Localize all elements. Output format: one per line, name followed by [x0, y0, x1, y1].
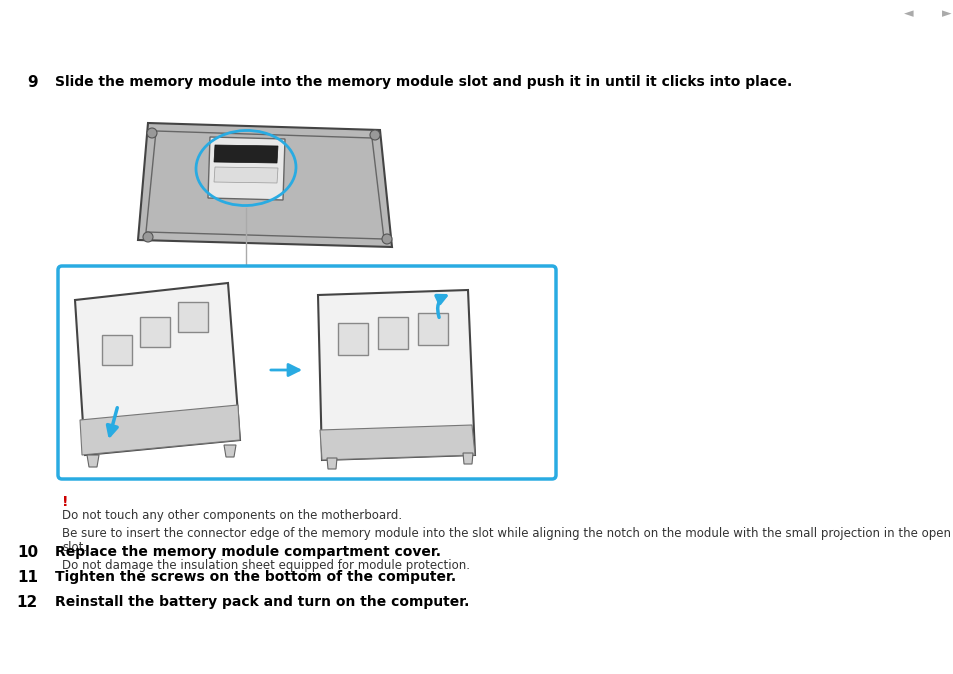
Polygon shape — [317, 290, 475, 460]
Polygon shape — [213, 145, 277, 163]
Polygon shape — [178, 302, 208, 332]
Text: !: ! — [62, 495, 69, 509]
FancyBboxPatch shape — [58, 266, 556, 479]
Text: Do not touch any other components on the motherboard.: Do not touch any other components on the… — [62, 509, 402, 522]
Polygon shape — [208, 137, 285, 200]
Polygon shape — [462, 453, 473, 464]
Text: Replace the memory module compartment cover.: Replace the memory module compartment co… — [55, 545, 440, 559]
Polygon shape — [377, 317, 408, 349]
Text: Do not damage the insulation sheet equipped for module protection.: Do not damage the insulation sheet equip… — [62, 559, 470, 572]
Text: 11: 11 — [17, 570, 38, 585]
Text: Tighten the screws on the bottom of the computer.: Tighten the screws on the bottom of the … — [55, 570, 456, 584]
Polygon shape — [327, 458, 336, 469]
Text: Upgrading Your VAIO Computer: Upgrading Your VAIO Computer — [703, 38, 938, 51]
Text: ⱺΑΙΟ: ⱺΑΙΟ — [18, 13, 100, 42]
Text: Be sure to insert the connector edge of the memory module into the slot while al: Be sure to insert the connector edge of … — [62, 527, 950, 540]
Text: 143: 143 — [915, 7, 943, 21]
Polygon shape — [319, 425, 475, 460]
Text: 9: 9 — [28, 75, 38, 90]
Circle shape — [370, 130, 379, 140]
Text: 12: 12 — [17, 595, 38, 610]
Text: VAIO: VAIO — [15, 15, 90, 42]
Polygon shape — [87, 455, 99, 467]
Circle shape — [381, 234, 392, 244]
Text: Slide the memory module into the memory module slot and push it in until it clic: Slide the memory module into the memory … — [55, 75, 791, 89]
Polygon shape — [224, 445, 235, 457]
Polygon shape — [213, 167, 277, 183]
Text: 10: 10 — [17, 545, 38, 560]
Circle shape — [143, 232, 152, 242]
Polygon shape — [140, 317, 170, 347]
Text: slot.: slot. — [62, 541, 87, 554]
Polygon shape — [417, 313, 448, 345]
Polygon shape — [102, 335, 132, 365]
Circle shape — [147, 128, 157, 138]
Text: ►: ► — [941, 7, 951, 20]
Polygon shape — [337, 323, 368, 355]
Text: ◄: ◄ — [903, 7, 913, 20]
Text: Reinstall the battery pack and turn on the computer.: Reinstall the battery pack and turn on t… — [55, 595, 469, 609]
Polygon shape — [80, 405, 240, 455]
Polygon shape — [75, 283, 240, 455]
Polygon shape — [138, 123, 392, 247]
